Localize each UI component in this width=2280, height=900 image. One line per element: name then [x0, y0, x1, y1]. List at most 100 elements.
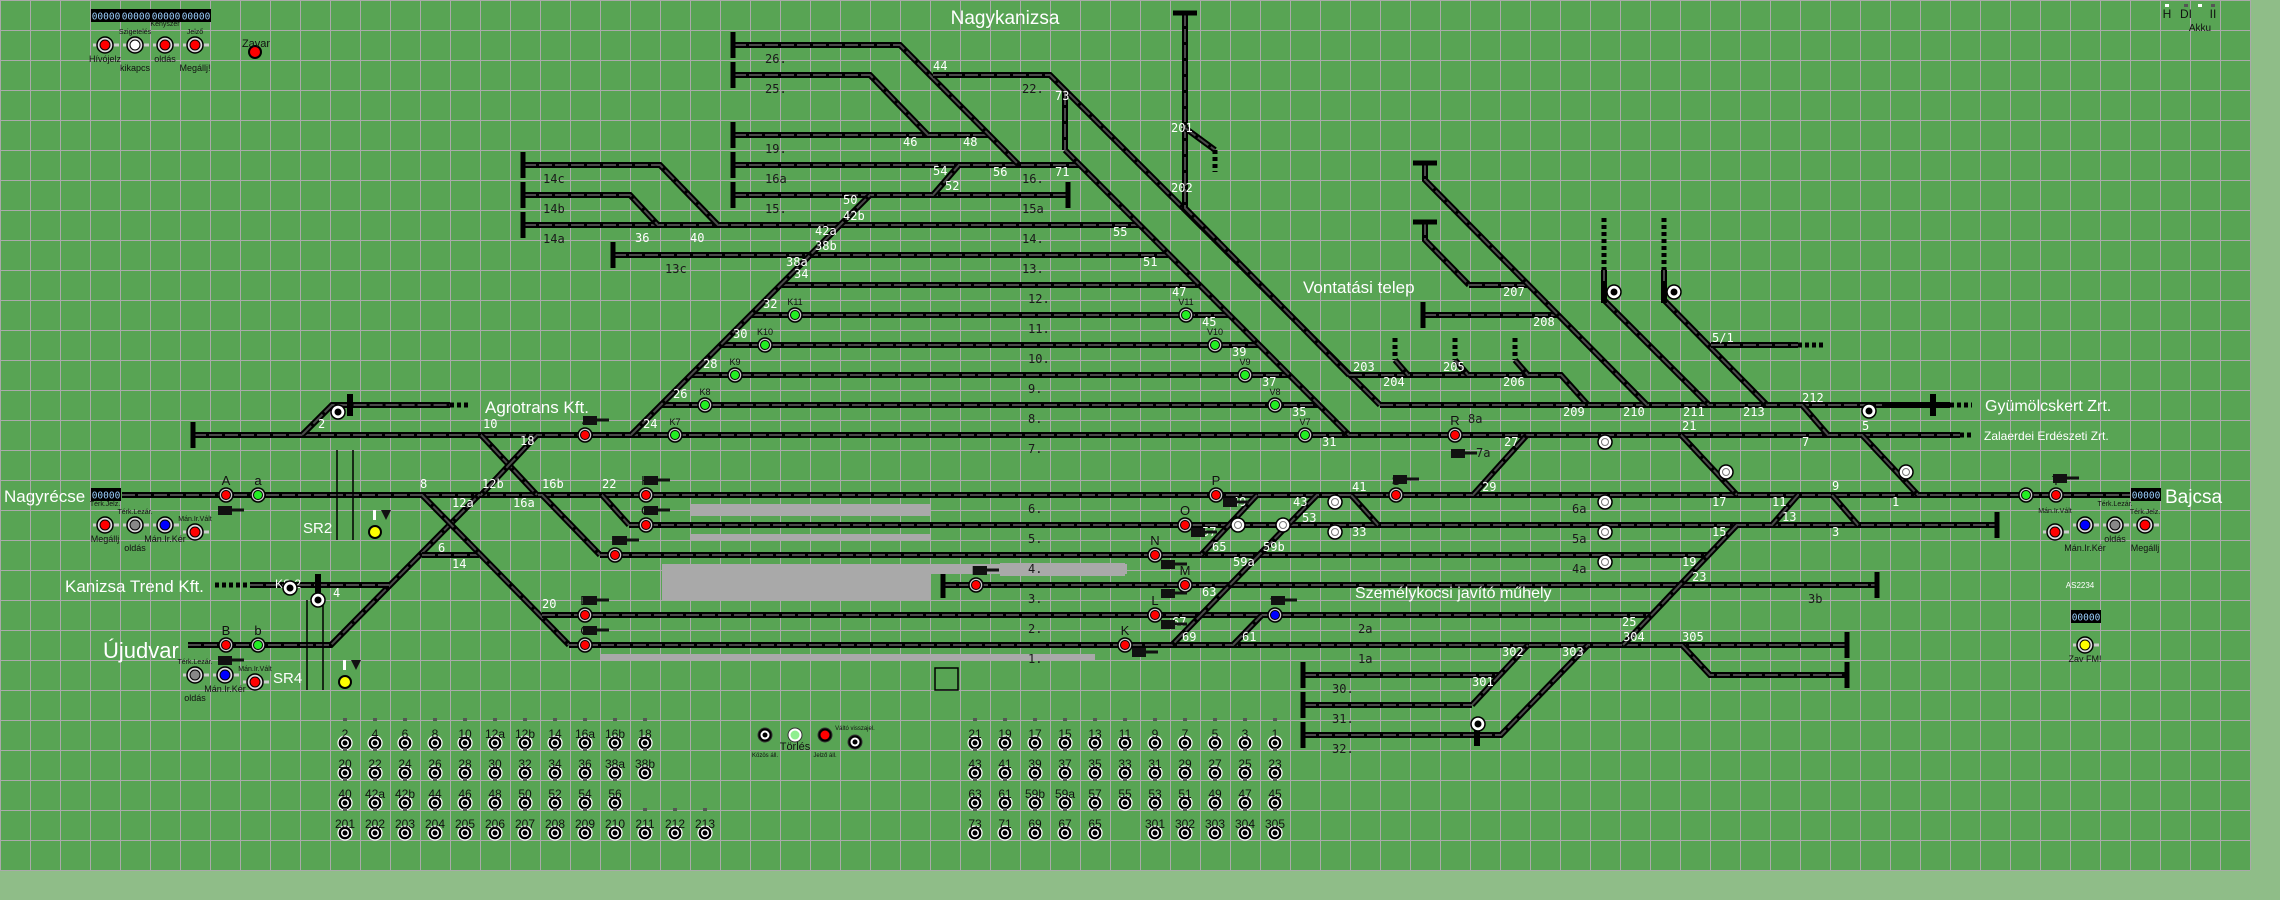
- switch-button-33[interactable]: 33: [1117, 748, 1133, 781]
- switch-button-206[interactable]: 206: [485, 808, 505, 841]
- switch-button-34[interactable]: 34: [547, 748, 563, 781]
- alarm-button[interactable]: Zav FM!: [2069, 636, 2102, 664]
- switch-button-6[interactable]: 6: [397, 718, 413, 751]
- signal-N[interactable]: N: [1147, 533, 1163, 563]
- switch-button-55[interactable]: 55: [1117, 778, 1133, 811]
- signal-A[interactable]: A: [218, 473, 234, 503]
- switch-button-213[interactable]: 213: [695, 808, 715, 841]
- signal-K[interactable]: K: [1117, 623, 1133, 653]
- signal-exit[interactable]: [2018, 487, 2034, 503]
- global-button-3[interactable]: Váltó visszajel.: [835, 726, 875, 750]
- switch-button-46[interactable]: 46: [457, 778, 473, 811]
- switch-button-305[interactable]: 305: [1265, 808, 1285, 841]
- global-button-1[interactable]: Törlés: [780, 727, 811, 753]
- signal-B[interactable]: B: [218, 623, 234, 653]
- switch-button-35[interactable]: 35: [1087, 748, 1103, 781]
- switch-button-53[interactable]: 53: [1147, 778, 1163, 811]
- switch-button-28[interactable]: 28: [457, 748, 473, 781]
- switch-button-48[interactable]: 48: [487, 778, 503, 811]
- switch-button-42a[interactable]: 42a: [365, 778, 385, 811]
- shunting-signal-icon[interactable]: [1327, 494, 1343, 510]
- signal-K8[interactable]: K8: [697, 387, 713, 413]
- bajcsa-control-button[interactable]: Térk.Lezár. oldás: [2097, 501, 2132, 544]
- shunting-signal-icon[interactable]: [1597, 524, 1613, 540]
- switch-button-36[interactable]: 36: [577, 748, 593, 781]
- derailer-icon[interactable]: [1661, 281, 1667, 303]
- top-control-button[interactable]: Hívójelz: [89, 36, 122, 64]
- switch-button-40[interactable]: 40: [337, 778, 353, 811]
- switch-button-208[interactable]: 208: [545, 808, 565, 841]
- shunting-signal-icon[interactable]: [1327, 524, 1343, 540]
- switch-button-8[interactable]: 8: [427, 718, 443, 751]
- top-control-button[interactable]: Jelző Megállj!: [179, 29, 210, 73]
- switch-button-211[interactable]: 211: [635, 808, 655, 841]
- shunting-signal-icon[interactable]: [1718, 464, 1734, 480]
- switch-button-56[interactable]: 56: [607, 778, 623, 811]
- switch-button-16a[interactable]: 16a: [575, 718, 595, 751]
- switch-button-54[interactable]: 54: [577, 778, 593, 811]
- switch-button-51[interactable]: 51: [1177, 778, 1193, 811]
- switch-button-41[interactable]: 41: [997, 748, 1013, 781]
- switch-button-71[interactable]: 71: [997, 808, 1013, 841]
- derailer-icon[interactable]: [315, 574, 321, 596]
- switch-button-15[interactable]: 15: [1057, 718, 1073, 751]
- switch-button-23[interactable]: 23: [1267, 748, 1283, 781]
- switch-button-301[interactable]: 301: [1145, 808, 1165, 841]
- switch-button-20[interactable]: 20: [337, 748, 353, 781]
- signal-P[interactable]: P: [1208, 473, 1224, 503]
- switch-button-17[interactable]: 17: [1027, 718, 1043, 751]
- signal-O[interactable]: O: [1177, 503, 1193, 533]
- ujudvar-control-button[interactable]: Mán.Ir.Kér: [204, 666, 246, 694]
- switch-button-26[interactable]: 26: [427, 748, 443, 781]
- switch-button-204[interactable]: 204: [425, 808, 445, 841]
- shunting-signal-icon[interactable]: [1597, 494, 1613, 510]
- switch-button-59a[interactable]: 59a: [1055, 778, 1075, 811]
- switch-button-201[interactable]: 201: [335, 808, 355, 841]
- switch-button-69[interactable]: 69: [1027, 808, 1043, 841]
- bajcsa-control-button[interactable]: Térk.Jelz. Megállj: [2130, 509, 2160, 553]
- signal-V8[interactable]: V8: [1267, 387, 1283, 413]
- shunting-signal-icon[interactable]: [1275, 517, 1291, 533]
- signal-V9[interactable]: V9: [1237, 357, 1253, 383]
- switch-button-59b[interactable]: 59b: [1025, 778, 1045, 811]
- bajcsa-control-button[interactable]: Mán.Ir.Kér: [2064, 516, 2106, 553]
- signal-b[interactable]: b: [250, 623, 266, 653]
- switch-button-5[interactable]: 5: [1207, 718, 1223, 751]
- derailer-icon[interactable]: [347, 394, 353, 416]
- signal-R[interactable]: R: [1447, 413, 1463, 443]
- shunting-signal-icon[interactable]: [1597, 554, 1613, 570]
- ujudvar-control-button[interactable]: Térk.Lezár. oldás: [177, 659, 212, 703]
- switch-button-27[interactable]: 27: [1207, 748, 1223, 781]
- switch-button-25[interactable]: 25: [1237, 748, 1253, 781]
- nagyrecse-control-button[interactable]: Térk.Jelz. Megállj: [90, 501, 120, 544]
- signal-K10[interactable]: K10: [757, 327, 773, 353]
- switch-button-45[interactable]: 45: [1267, 778, 1283, 811]
- top-control-button[interactable]: Szigetelés kikapcs: [119, 29, 152, 73]
- switch-button-29[interactable]: 29: [1177, 748, 1193, 781]
- signal-M[interactable]: M: [1177, 563, 1193, 593]
- switch-button-65[interactable]: 65: [1087, 808, 1103, 841]
- switch-button-11[interactable]: 11: [1117, 718, 1133, 751]
- switch-button-50[interactable]: 50: [517, 778, 533, 811]
- fault-indicator-icon[interactable]: [248, 45, 262, 59]
- signal-L[interactable]: L: [1147, 593, 1163, 623]
- bajcsa-control-button[interactable]: Mán.Ir.Vált: [2038, 508, 2072, 541]
- switch-button-10[interactable]: 10: [457, 718, 473, 751]
- signal-K9[interactable]: K9: [727, 357, 743, 383]
- nagyrecse-control-button[interactable]: Térk.Lezár. oldás: [117, 509, 152, 553]
- derailer-icon[interactable]: [1930, 394, 1936, 416]
- nagyrecse-control-button[interactable]: Mán.Ir.Kér: [144, 516, 186, 544]
- switch-button-12a[interactable]: 12a: [485, 718, 505, 751]
- derailer-icon[interactable]: [1474, 724, 1480, 746]
- signal-K7[interactable]: K7: [667, 417, 683, 443]
- switch-button-209[interactable]: 209: [575, 808, 595, 841]
- switch-button-44[interactable]: 44: [427, 778, 443, 811]
- switch-button-19[interactable]: 19: [997, 718, 1013, 751]
- switch-button-38b[interactable]: 38b: [635, 748, 655, 781]
- switch-button-205[interactable]: 205: [455, 808, 475, 841]
- switch-button-47[interactable]: 47: [1237, 778, 1253, 811]
- shunting-signal-icon[interactable]: [1230, 517, 1246, 533]
- nagyrecse-control-button[interactable]: Mán.Ir.Vált: [178, 516, 212, 541]
- switch-button-21[interactable]: 21: [967, 718, 983, 751]
- global-button-2[interactable]: Jelző áll.: [813, 727, 837, 759]
